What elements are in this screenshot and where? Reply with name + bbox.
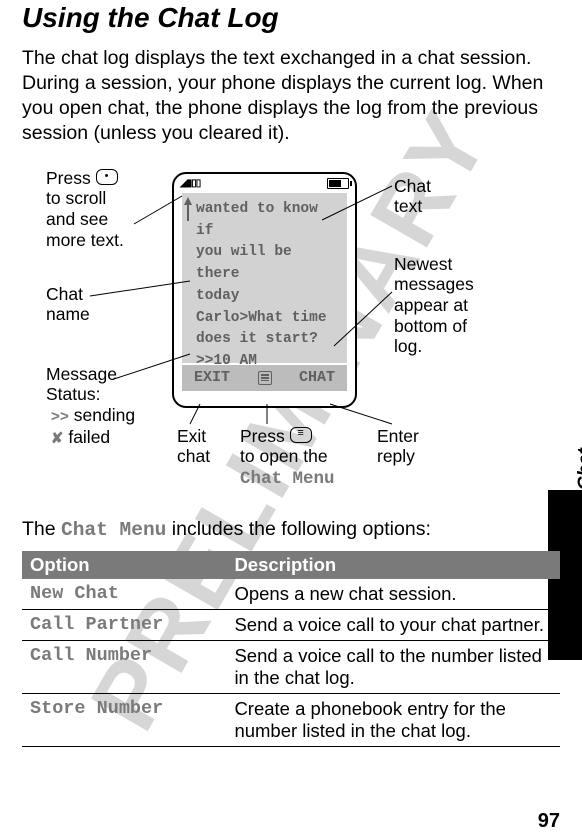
table-header: Option <box>22 551 226 579</box>
callout-scroll: Press to scroll and see more text. <box>46 168 124 251</box>
option-desc: Create a phonebook entry for the number … <box>226 693 560 746</box>
scroll-arrow-icon <box>184 197 192 205</box>
option-name: Call Partner <box>22 609 226 640</box>
menu-icon[interactable] <box>258 371 272 385</box>
screen-line: does it start? <box>196 329 342 351</box>
table-header: Description <box>226 551 560 579</box>
menu-key-icon <box>290 427 312 443</box>
option-desc: Send a voice call to your chat partner. <box>226 609 560 640</box>
phone-screen: wanted to know if you will be there toda… <box>182 193 347 363</box>
option-name: Store Number <box>22 693 226 746</box>
callout-exit-chat: Exit chat <box>177 426 210 467</box>
callout-chat-text: Chat text <box>394 176 431 217</box>
callout-newest: Newest messages appear at bottom of log. <box>394 254 474 357</box>
table-header-row: Option Description <box>22 551 560 579</box>
option-desc: Send a voice call to the number listed i… <box>226 640 560 693</box>
callout-chat-name: Chat name <box>46 284 90 325</box>
page-content: Using the Chat Log The chat log displays… <box>0 0 582 747</box>
table-row: Call Partner Send a voice call to your c… <box>22 609 560 640</box>
callout-msg-status: Message Status: >> sending ✘ failed <box>46 364 135 449</box>
softkey-left[interactable]: EXIT <box>194 369 230 386</box>
screen-line: you will be there <box>196 242 342 286</box>
battery-icon <box>327 178 349 189</box>
page-number: 97 <box>538 810 560 833</box>
softkey-right[interactable]: CHAT <box>299 369 335 386</box>
option-name: Call Number <box>22 640 226 693</box>
diagram: ◢▮▯▯ wanted to know if you will be there… <box>22 164 560 514</box>
table-row: Call Number Send a voice call to the num… <box>22 640 560 693</box>
nav-key-icon <box>96 169 118 185</box>
page-title: Using the Chat Log <box>22 2 560 34</box>
option-name: New Chat <box>22 579 226 610</box>
options-table: Option Description New Chat Opens a new … <box>22 551 560 747</box>
table-row: New Chat Opens a new chat session. <box>22 579 560 610</box>
intro-paragraph: The chat log displays the text exchanged… <box>22 46 560 146</box>
screen-line: today <box>196 286 342 308</box>
softkey-row: EXIT CHAT <box>182 365 347 391</box>
screen-line: Carlo>What time <box>196 308 342 330</box>
screen-line: wanted to know if <box>196 199 342 243</box>
signal-icon: ◢▮▯▯ <box>180 178 200 189</box>
callout-enter-reply: Enter reply <box>377 426 419 467</box>
phone-status-bar: ◢▮▯▯ <box>174 174 355 191</box>
table-row: Store Number Create a phonebook entry fo… <box>22 693 560 746</box>
callout-press-menu: Press to open the Chat Menu <box>240 426 335 490</box>
phone-outline: ◢▮▯▯ wanted to know if you will be there… <box>172 172 357 408</box>
option-desc: Opens a new chat session. <box>226 579 560 610</box>
mid-paragraph: The Chat Menu includes the following opt… <box>22 518 560 541</box>
